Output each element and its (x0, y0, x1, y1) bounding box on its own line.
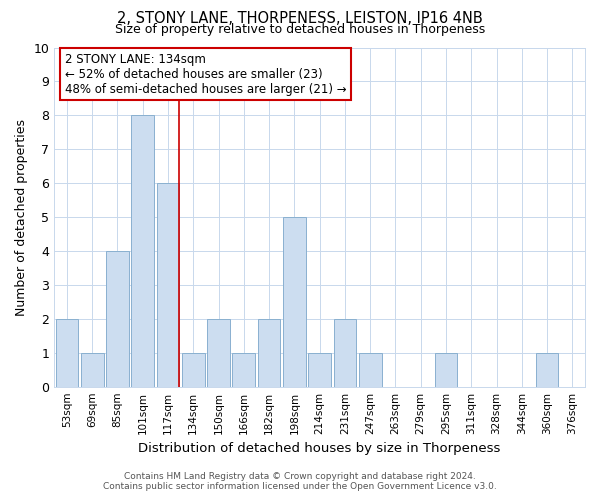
Bar (359, 353, 382, 386)
Bar (308, 353, 331, 386)
Bar (283, 217, 306, 386)
Bar (157, 183, 179, 386)
Text: 2 STONY LANE: 134sqm
← 52% of detached houses are smaller (23)
48% of semi-detac: 2 STONY LANE: 134sqm ← 52% of detached h… (65, 52, 347, 96)
Y-axis label: Number of detached properties: Number of detached properties (15, 118, 28, 316)
Bar (182, 353, 205, 386)
Bar (56, 319, 78, 386)
Bar (131, 116, 154, 386)
Bar (106, 251, 129, 386)
Text: Contains HM Land Registry data © Crown copyright and database right 2024.
Contai: Contains HM Land Registry data © Crown c… (103, 472, 497, 491)
Text: Size of property relative to detached houses in Thorpeness: Size of property relative to detached ho… (115, 22, 485, 36)
Bar (258, 319, 280, 386)
Bar (536, 353, 559, 386)
Bar (232, 353, 255, 386)
Bar (207, 319, 230, 386)
Text: 2, STONY LANE, THORPENESS, LEISTON, IP16 4NB: 2, STONY LANE, THORPENESS, LEISTON, IP16… (117, 11, 483, 26)
Bar (81, 353, 104, 386)
Bar (434, 353, 457, 386)
Bar (334, 319, 356, 386)
X-axis label: Distribution of detached houses by size in Thorpeness: Distribution of detached houses by size … (139, 442, 501, 455)
